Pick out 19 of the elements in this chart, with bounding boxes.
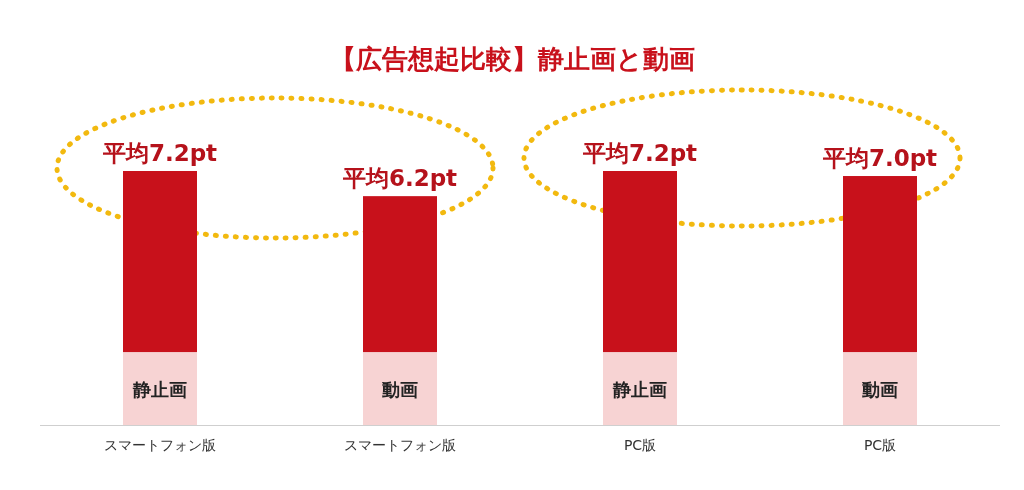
x-tick-label: スマートフォン版 (104, 437, 216, 453)
bar (603, 171, 677, 353)
data-label: 動画 (381, 378, 418, 400)
data-label: 静止画 (132, 378, 187, 400)
x-tick-label: PC版 (863, 437, 897, 453)
data-label: 平均6.2pt (341, 165, 458, 192)
bar (363, 196, 437, 353)
chart-title: 【広告想起比較】静止画と動画 (329, 44, 695, 74)
bar (843, 352, 917, 425)
bar (363, 352, 437, 425)
bar (843, 176, 917, 353)
bar (123, 171, 197, 353)
data-label: 平均7.2pt (581, 140, 698, 166)
data-label: 平均7.2pt (101, 140, 218, 166)
x-tick-label: PC版 (623, 437, 657, 453)
data-label: 動画 (861, 378, 898, 400)
data-label: 平均7.0pt (821, 145, 938, 172)
x-tick-label: スマートフォン版 (344, 437, 456, 453)
data-label: 静止画 (612, 378, 667, 400)
